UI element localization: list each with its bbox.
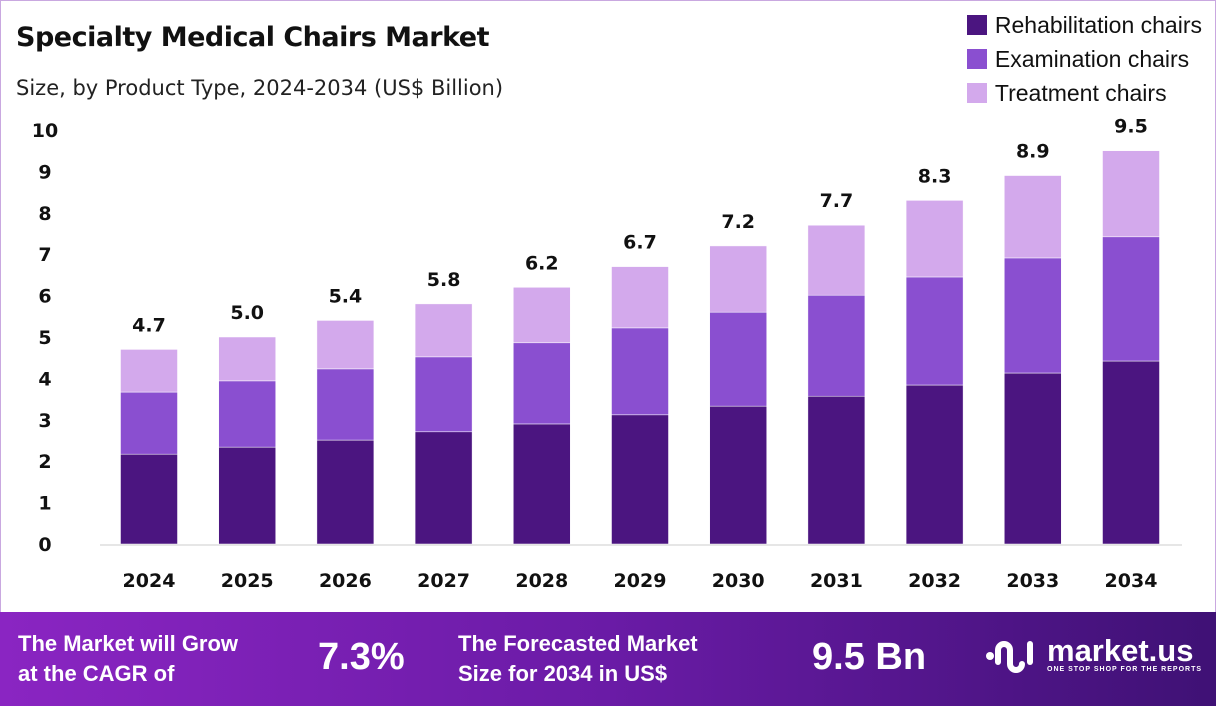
legend-label: Rehabilitation chairs (994, 11, 1202, 38)
legend-label: Examination chairs (994, 45, 1190, 72)
bar-segment (120, 391, 178, 455)
bar-segment (513, 287, 571, 344)
legend-swatch (966, 49, 987, 69)
y-tick-label: 4 (38, 368, 51, 390)
cagr-value: 7.3% (318, 636, 405, 678)
legend-swatch (966, 83, 987, 103)
stacked-bar-chart: 0 1 2 3 4 5 6 7 8 9 10 4.7 2024 5.0 2025 5.4 2026 5.8 2027… (32, 116, 1182, 592)
forecast-label-line2: Size for 2034 in US$ (458, 661, 668, 686)
cagr-label-line1: The Market will Grow (18, 631, 239, 656)
bar-segment (218, 336, 276, 382)
legend-label: Treatment chairs (994, 79, 1167, 106)
x-tick-label: 2033 (1006, 570, 1059, 592)
bar-segment (807, 395, 866, 545)
x-tick-label: 2029 (614, 570, 667, 592)
bar-segment (611, 327, 669, 416)
data-label-total: 5.0 (230, 302, 264, 324)
y-tick-label: 5 (38, 327, 51, 349)
data-label-total: 9.5 (1114, 116, 1148, 138)
bar-segment (513, 423, 571, 545)
bar-segment (414, 356, 473, 433)
bar-segment (905, 276, 964, 386)
bar-segment (611, 414, 669, 545)
data-label-total: 8.9 (1016, 141, 1050, 163)
bar-segment (807, 224, 866, 296)
bar-segment (709, 405, 767, 545)
data-label-total: 5.4 (329, 285, 363, 307)
bar-segment (218, 446, 276, 545)
x-tick-label: 2024 (123, 570, 176, 592)
forecast-label: The Forecasted Market Size for 2034 in U… (458, 629, 758, 689)
bar-segment (120, 349, 178, 393)
data-label-total: 4.7 (132, 314, 166, 336)
logo-name: market.us (1047, 632, 1194, 668)
bar-segment (905, 384, 964, 545)
x-tick-label: 2026 (319, 570, 372, 592)
legend-swatch (966, 15, 987, 35)
x-tick-label: 2025 (221, 570, 274, 592)
footer-banner: The Market will Grow at the CAGR of 7.3%… (0, 612, 1216, 706)
bar-segment (1004, 175, 1062, 259)
y-tick-label: 8 (38, 203, 51, 225)
y-tick-label: 7 (38, 244, 51, 266)
bar-segment (316, 320, 375, 370)
x-tick-label: 2031 (810, 570, 863, 592)
data-label-total: 6.7 (623, 232, 657, 254)
bar-segment (905, 200, 964, 278)
bar-segment (807, 294, 866, 397)
market-us-logo: market.us ONE STOP SHOP FOR THE REPORTS (985, 634, 1202, 674)
bar-segment (1004, 372, 1062, 545)
bar-segment (513, 342, 571, 425)
chart-subtitle: Size, by Product Type, 2024-2034 (US$ Bi… (16, 76, 504, 100)
y-tick-label: 2 (38, 451, 51, 473)
bar-segment (414, 431, 473, 545)
bar-segment (120, 453, 178, 545)
data-label-total: 8.3 (918, 165, 952, 187)
legend-item-treatment: Treatment chairs (966, 76, 1202, 110)
x-tick-label: 2034 (1105, 570, 1158, 592)
legend-item-rehabilitation: Rehabilitation chairs (966, 8, 1202, 42)
x-tick-label: 2030 (712, 570, 765, 592)
bar-segment (414, 303, 473, 358)
y-tick-label: 0 (38, 534, 51, 556)
forecast-value: 9.5 Bn (812, 636, 927, 678)
bar-segment (316, 439, 375, 545)
y-tick-label: 3 (38, 410, 51, 432)
bar-segment (611, 266, 669, 329)
data-label-total: 7.7 (820, 190, 854, 212)
x-tick-label: 2028 (515, 570, 568, 592)
bar-segment (709, 245, 767, 313)
data-label-total: 6.2 (525, 252, 559, 274)
cagr-label-line2: at the CAGR of (18, 661, 175, 686)
chart-title: Specialty Medical Chairs Market (16, 22, 490, 53)
bar-segment (316, 368, 375, 441)
logo-tagline: ONE STOP SHOP FOR THE REPORTS (1047, 665, 1203, 673)
y-tick-label: 6 (38, 286, 51, 308)
legend-item-examination: Examination chairs (966, 42, 1202, 76)
legend: Rehabilitation chairs Examination chairs… (966, 8, 1202, 110)
x-tick-label: 2032 (908, 570, 961, 592)
bar-segment (1102, 236, 1160, 362)
data-label-total: 5.8 (427, 269, 461, 291)
x-tick-label: 2027 (417, 570, 470, 592)
forecast-label-line1: The Forecasted Market (458, 631, 698, 656)
y-tick-label: 9 (38, 161, 51, 183)
logo-icon (986, 641, 1033, 673)
cagr-label: The Market will Grow at the CAGR of (18, 629, 288, 689)
bar-segment (218, 380, 276, 448)
data-label-total: 7.2 (721, 211, 755, 233)
bar-segment (1004, 257, 1062, 374)
y-tick-label: 10 (32, 120, 58, 142)
bar-segment (709, 311, 767, 407)
bar-segment (1102, 150, 1160, 238)
y-tick-label: 1 (38, 493, 51, 515)
bar-segment (1102, 360, 1160, 545)
